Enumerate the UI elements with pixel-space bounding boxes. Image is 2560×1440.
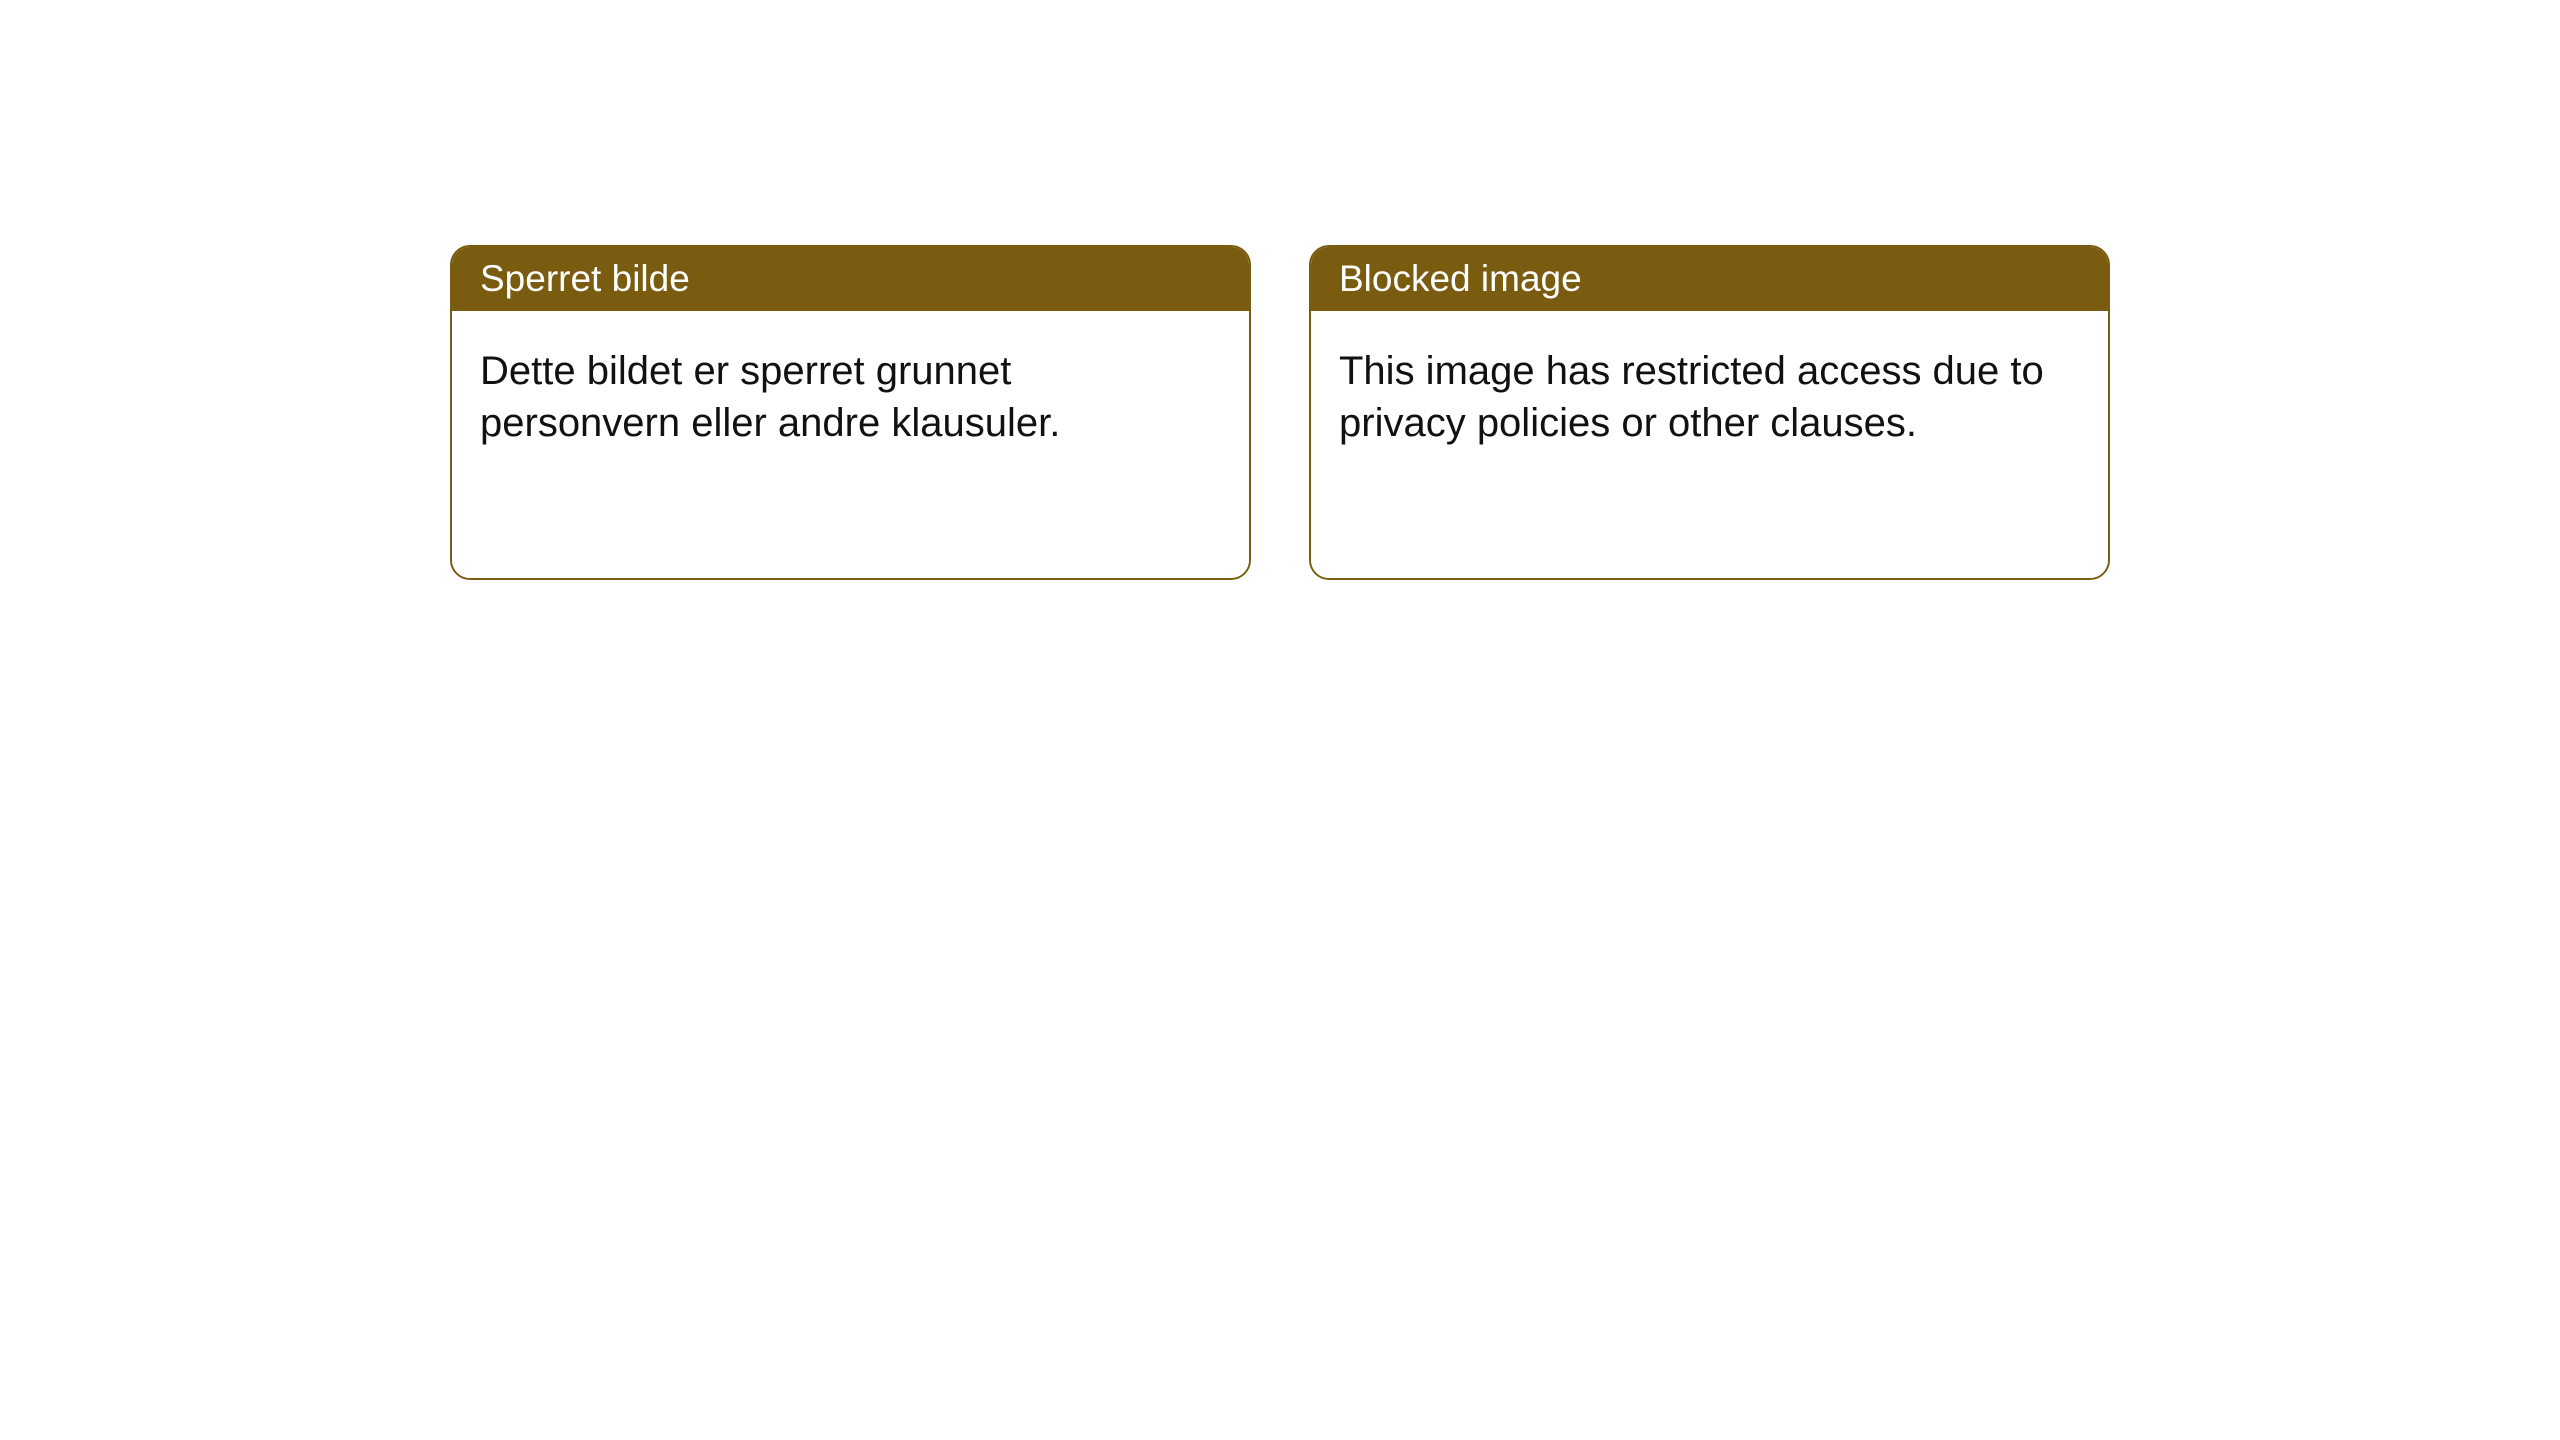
card-title-en: Blocked image: [1339, 258, 1582, 299]
card-message-en: This image has restricted access due to …: [1339, 349, 2044, 445]
blocked-image-card-en: Blocked image This image has restricted …: [1309, 245, 2110, 580]
card-message-no: Dette bildet er sperret grunnet personve…: [480, 349, 1060, 445]
card-header-no: Sperret bilde: [452, 247, 1249, 311]
card-header-en: Blocked image: [1311, 247, 2108, 311]
card-body-en: This image has restricted access due to …: [1311, 311, 2108, 578]
card-title-no: Sperret bilde: [480, 258, 690, 299]
notice-container: Sperret bilde Dette bildet er sperret gr…: [0, 0, 2560, 580]
blocked-image-card-no: Sperret bilde Dette bildet er sperret gr…: [450, 245, 1251, 580]
card-body-no: Dette bildet er sperret grunnet personve…: [452, 311, 1249, 578]
